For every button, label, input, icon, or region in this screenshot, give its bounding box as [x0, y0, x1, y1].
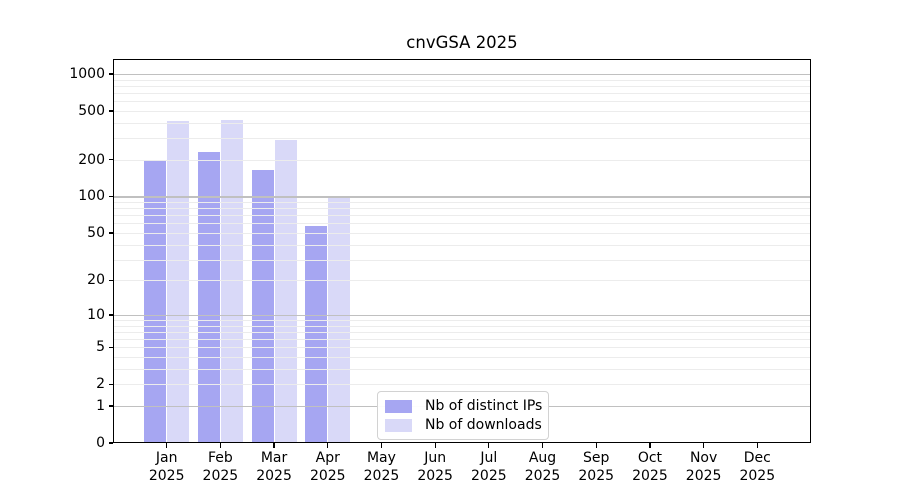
- gridline-minor: [113, 244, 811, 246]
- x-tick-label: May 2025: [363, 450, 400, 484]
- x-tick-label: Apr 2025: [309, 450, 346, 484]
- y-tick: [108, 383, 113, 385]
- bar-distinct-ips-apr: [305, 226, 328, 443]
- x-tick-label: Dec 2025: [739, 450, 776, 484]
- gridline-minor: [113, 208, 811, 210]
- gridline-major: [113, 314, 811, 316]
- y-tick: [108, 279, 113, 281]
- x-tick: [702, 443, 705, 448]
- gridline-minor: [113, 368, 811, 370]
- gridline-minor: [113, 138, 811, 140]
- gridline-minor: [113, 85, 811, 87]
- y-tick-label: 2: [96, 376, 105, 393]
- x-tick: [595, 443, 597, 448]
- x-tick: [541, 443, 544, 448]
- gridline-major: [113, 73, 811, 76]
- plot-area: Nb of distinct IPs Nb of downloads 0 1 2 5 1…: [69, 59, 811, 484]
- gridline-minor: [113, 325, 811, 327]
- x-tick-label: Nov 2025: [685, 450, 722, 484]
- legend-item-distinct-ips: Nb of distinct IPs: [385, 397, 542, 415]
- y-tick: [108, 110, 113, 112]
- gridline-minor: [113, 357, 811, 359]
- gridline-minor: [113, 110, 811, 112]
- y-tick: [108, 442, 113, 444]
- legend-label-downloads: Nb of downloads: [425, 417, 542, 433]
- y-tick-label: 50: [87, 224, 105, 241]
- y-tick-label: 10: [87, 306, 105, 323]
- y-tick: [108, 346, 113, 348]
- legend: Nb of distinct IPs Nb of downloads: [377, 391, 550, 440]
- x-tick-label: Feb 2025: [202, 450, 239, 484]
- gridline-minor: [113, 339, 811, 341]
- y-tick-label: 200: [78, 151, 105, 168]
- gridline-minor: [113, 122, 811, 124]
- x-tick: [434, 443, 436, 448]
- y-tick: [108, 405, 113, 407]
- gridline-minor: [113, 202, 811, 204]
- y-tick-label: 1000: [69, 65, 105, 82]
- gridline-minor: [113, 384, 811, 386]
- x-tick-label: Oct 2025: [632, 450, 668, 484]
- x-tick-label: Jan 2025: [148, 450, 185, 484]
- y-tick: [108, 195, 113, 198]
- x-tick-label: Sep 2025: [578, 450, 615, 484]
- gridline-major: [113, 196, 811, 198]
- gridline-minor: [113, 232, 811, 234]
- x-tick-label: Aug 2025: [524, 450, 561, 484]
- legend-label-distinct-ips: Nb of distinct IPs: [425, 398, 543, 414]
- gridline-minor: [113, 92, 811, 94]
- x-tick: [219, 443, 222, 448]
- x-tick-label: Jul 2025: [471, 450, 507, 484]
- gridline-minor: [113, 223, 811, 225]
- chart-title: cnvGSA 2025: [406, 33, 518, 52]
- legend-swatch-distinct-ips: [385, 399, 412, 413]
- y-tick-label: 5: [96, 339, 105, 356]
- bar-downloads-apr: [328, 196, 351, 443]
- x-tick-label: Jun 2025: [417, 450, 453, 484]
- gridline-minor: [113, 101, 811, 103]
- x-tick: [756, 443, 758, 448]
- x-tick: [380, 443, 383, 448]
- bar-downloads-mar: [274, 139, 297, 443]
- bar-distinct-ips-jan: [144, 159, 167, 443]
- gridline-minor: [113, 79, 811, 81]
- bar-distinct-ips-feb: [197, 152, 220, 443]
- gridline-minor: [113, 259, 811, 261]
- gridline-minor: [113, 331, 811, 333]
- y-tick-label: 100: [78, 188, 105, 205]
- gridline-minor: [113, 280, 811, 282]
- y-tick: [108, 159, 113, 161]
- bar-distinct-ips-mar: [251, 169, 274, 443]
- y-tick-label: 1: [96, 397, 105, 414]
- y-tick: [108, 73, 113, 75]
- gridline-minor: [113, 159, 811, 161]
- y-tick-label: 0: [96, 435, 105, 451]
- gridline-minor: [113, 215, 811, 217]
- y-tick-label: 500: [78, 102, 105, 119]
- x-tick: [327, 443, 329, 448]
- y-tick-label: 20: [87, 272, 105, 289]
- gridline-minor: [113, 320, 811, 321]
- x-tick: [649, 443, 651, 448]
- y-tick: [108, 232, 113, 234]
- x-tick: [273, 443, 275, 448]
- x-tick-label: Mar 2025: [256, 450, 292, 484]
- bar-downloads-jan: [167, 120, 190, 443]
- x-tick: [166, 443, 168, 448]
- legend-swatch-downloads: [385, 418, 412, 432]
- gridline-minor: [113, 347, 811, 349]
- y-tick: [108, 314, 113, 316]
- x-tick: [488, 443, 490, 448]
- legend-item-downloads: Nb of downloads: [385, 416, 542, 434]
